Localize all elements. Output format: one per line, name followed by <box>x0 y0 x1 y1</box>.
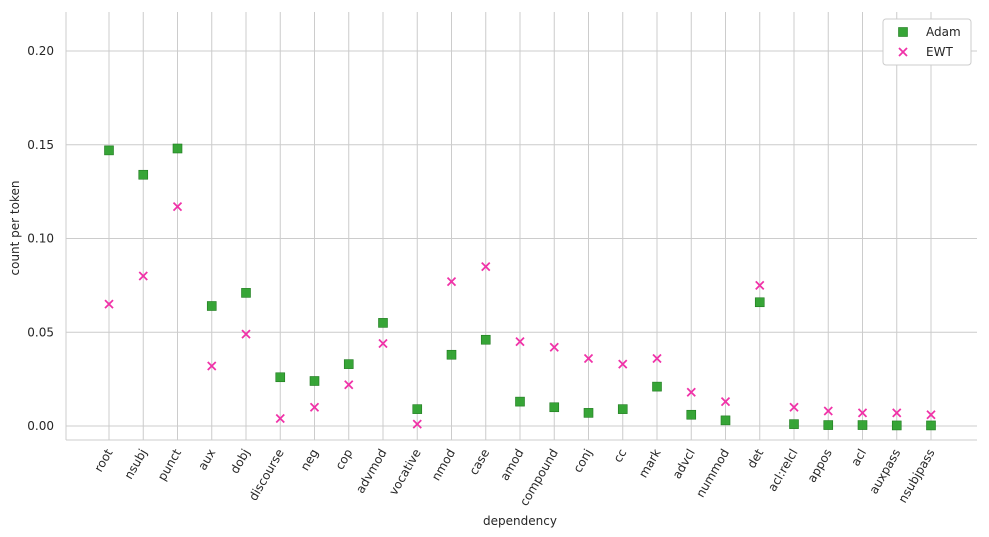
x-tick-label: cc <box>611 447 630 465</box>
point-adam-dobj <box>241 288 251 298</box>
point-adam-conj <box>583 408 594 418</box>
point-ewt-punct <box>172 201 183 212</box>
point-ewt-neg <box>309 402 320 412</box>
point-adam-punct <box>172 143 183 154</box>
y-tick-label: 0.20 <box>27 44 54 58</box>
point-adam-amod <box>515 396 525 407</box>
x-axis-title: dependency <box>483 514 557 528</box>
point-adam-case <box>480 334 491 345</box>
point-adam-compound <box>549 402 560 413</box>
legend-marker-ewt <box>898 47 908 57</box>
series-ewt <box>104 201 936 429</box>
point-ewt-dobj <box>241 329 251 339</box>
point-ewt-acl-relcl <box>789 402 799 412</box>
point-adam-cc <box>617 404 628 414</box>
point-ewt-nmod <box>446 276 457 287</box>
point-adam-appos <box>823 420 834 430</box>
axes <box>65 12 977 441</box>
point-ewt-auxpass <box>892 408 902 418</box>
data-points <box>104 143 936 431</box>
y-tick-labels: 0.00 0.05 0.10 0.15 0.20 <box>27 44 54 433</box>
legend: Adam EWT <box>882 18 972 66</box>
point-adam-vocative <box>412 404 423 414</box>
point-ewt-root <box>104 299 114 309</box>
point-ewt-conj <box>583 353 594 364</box>
point-ewt-nummod <box>720 396 731 407</box>
point-ewt-nsubjpass <box>926 410 936 420</box>
point-ewt-advcl <box>686 387 696 397</box>
y-tick-label: 0.15 <box>27 138 54 152</box>
point-ewt-nsubj <box>138 271 148 281</box>
point-ewt-aux <box>207 361 217 371</box>
point-ewt-acl <box>857 408 868 418</box>
point-ewt-discourse <box>275 413 285 424</box>
point-ewt-det <box>755 280 765 291</box>
point-adam-advcl <box>686 409 697 420</box>
point-ewt-amod <box>515 336 525 347</box>
legend-marker-adam <box>898 27 908 37</box>
y-tick-label: 0.00 <box>27 419 54 433</box>
point-ewt-mark <box>652 353 662 364</box>
point-adam-det <box>754 297 765 308</box>
point-adam-mark <box>652 381 662 392</box>
point-adam-discourse <box>275 372 286 383</box>
point-adam-aux <box>206 301 217 311</box>
point-ewt-vocative <box>412 419 422 429</box>
legend-label-adam: Adam <box>926 25 961 39</box>
point-adam-nummod <box>720 415 731 426</box>
series-adam <box>104 143 936 431</box>
y-tick-label: 0.10 <box>27 232 54 246</box>
point-ewt-compound <box>549 342 559 352</box>
y-tick-label: 0.05 <box>27 325 54 339</box>
point-ewt-advmod <box>378 338 388 349</box>
y-axis-title: count per token <box>8 181 22 276</box>
point-adam-advmod <box>378 318 388 328</box>
point-adam-cop <box>343 359 354 369</box>
point-adam-nmod <box>446 349 457 360</box>
point-ewt-case <box>481 261 491 272</box>
legend-label-ewt: EWT <box>926 45 953 59</box>
point-ewt-cop <box>344 380 354 390</box>
point-adam-root <box>104 145 114 156</box>
point-adam-neg <box>309 376 320 386</box>
point-ewt-cc <box>618 359 628 369</box>
point-adam-nsubjpass <box>926 420 936 431</box>
grid <box>66 12 977 440</box>
point-adam-nsubj <box>138 169 149 180</box>
point-ewt-appos <box>823 406 833 416</box>
point-adam-auxpass <box>891 420 902 431</box>
point-adam-acl <box>857 420 868 430</box>
point-adam-acl-relcl <box>789 419 799 429</box>
